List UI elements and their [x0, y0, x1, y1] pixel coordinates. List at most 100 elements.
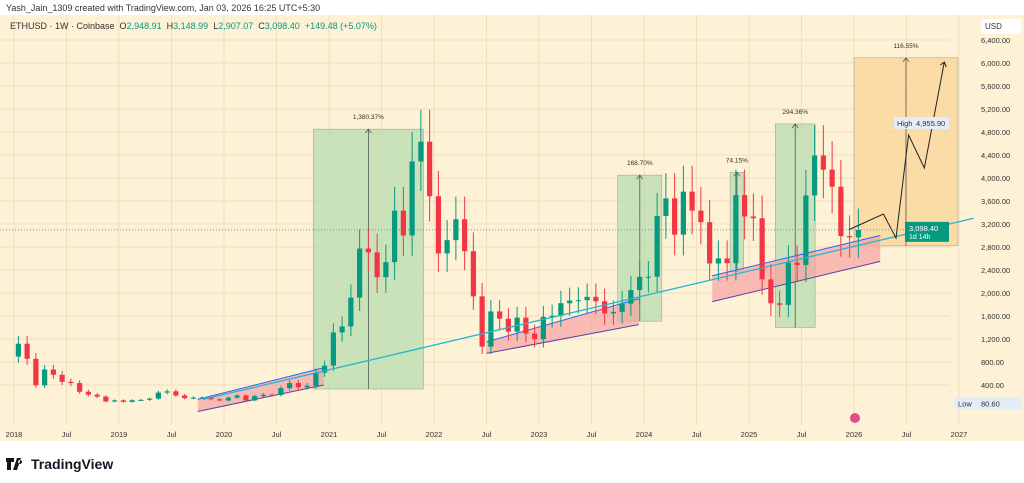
high-label: High [897, 119, 912, 128]
x-tick-label: 2022 [426, 430, 443, 439]
candle-body [164, 391, 170, 393]
x-tick-label: 2027 [951, 430, 968, 439]
candle-body [707, 222, 713, 264]
candle-body [794, 262, 800, 266]
y-tick-label: 2,800.00 [981, 243, 1010, 252]
channel-line-upper [197, 367, 324, 400]
y-tick-label: 4,000.00 [981, 174, 1010, 183]
y-tick-label: 3,200.00 [981, 220, 1010, 229]
candle-body [444, 240, 450, 254]
candle-body [15, 343, 21, 357]
low-value: 80.60 [981, 399, 1000, 408]
candle-body [85, 391, 91, 395]
candle-body [330, 332, 336, 366]
candle-body [313, 372, 319, 386]
y-tick-label: 2,000.00 [981, 289, 1010, 298]
x-tick-label: Jul [62, 430, 72, 439]
candle-body [190, 397, 196, 399]
candle-body [470, 251, 476, 297]
last-price-value: 3,098.40 [909, 224, 938, 233]
candle-body [777, 303, 783, 305]
range-arrowhead [636, 174, 644, 180]
x-tick-label: 2024 [636, 430, 653, 439]
low-value: 2,907.07 [218, 21, 254, 31]
low-marker [954, 397, 1022, 410]
x-tick-label: Jul [167, 430, 177, 439]
candle-body [24, 343, 30, 359]
candle-body [435, 196, 441, 254]
candle-body [610, 311, 616, 314]
x-tick-label: 2023 [531, 430, 548, 439]
candle-body [654, 215, 660, 277]
high-value: 4,955.90 [916, 119, 945, 128]
candle-body [77, 383, 83, 392]
candle-body [645, 276, 651, 278]
currency-button[interactable]: USD [981, 19, 1021, 34]
candle-body [750, 216, 756, 219]
close-label: C [258, 21, 265, 31]
candle-body [497, 311, 503, 319]
range-arrowhead [733, 171, 741, 177]
candle-body [348, 297, 354, 327]
candle-body [94, 394, 100, 397]
candle-body [59, 374, 65, 382]
channel-line-upper [712, 235, 881, 277]
y-tick-label: 4,800.00 [981, 128, 1010, 137]
range-label: 116.55% [893, 43, 918, 50]
candle-body [155, 392, 161, 399]
candle-body [383, 262, 389, 278]
candle-body [112, 400, 118, 402]
candle-body [173, 391, 179, 396]
candle-body [663, 198, 669, 216]
candle-body [287, 383, 293, 389]
x-tick-label: 2021 [321, 430, 338, 439]
high-label: H [166, 21, 174, 31]
channel-line-lower [197, 384, 324, 412]
price-chart[interactable]: 1,380.37% 168.70% 74.15% 294.36% 116.55% 6,40… [0, 0, 1024, 441]
candle-body [304, 385, 310, 388]
candle-body [785, 262, 791, 305]
open-value: 2,948.91 [126, 21, 162, 31]
candle-body [392, 210, 398, 263]
candle-body [733, 195, 739, 264]
range-label: 294.36% [782, 109, 808, 116]
change-value: +149.48 (+5.07%) [304, 21, 377, 31]
candle-body [593, 296, 599, 302]
candle-body [278, 388, 284, 396]
candle-body [68, 381, 74, 384]
candle-body [689, 191, 695, 211]
x-tick-label: Jul [692, 430, 702, 439]
candle-body [365, 248, 371, 253]
y-tick-label: 1,600.00 [981, 312, 1010, 321]
x-tick-label: Jul [377, 430, 387, 439]
y-tick-label: 1,200.00 [981, 335, 1010, 344]
x-tick-label: 2019 [111, 430, 128, 439]
range-arrowhead [902, 57, 910, 63]
x-tick-label: 2020 [216, 430, 233, 439]
countdown-value: 1d 14h [909, 234, 931, 241]
range-label: 74.15% [726, 157, 748, 164]
low-label: Low [958, 399, 972, 408]
candle-body [680, 191, 686, 235]
x-tick-label: Jul [482, 430, 492, 439]
candle-body [628, 290, 634, 304]
candle-body [225, 397, 231, 401]
candle-body [672, 198, 678, 235]
event-icon [850, 413, 860, 423]
y-tick-label: 800.00 [981, 358, 1004, 367]
candle-body [374, 252, 380, 278]
candle-body [759, 218, 765, 280]
x-tick-label: 2025 [741, 430, 758, 439]
candle-body [575, 300, 581, 302]
candle-body [42, 369, 48, 386]
y-tick-label: 5,600.00 [981, 82, 1010, 91]
candle-body [217, 399, 223, 401]
tradingview-logo[interactable]: TradingView [6, 456, 113, 472]
projection-path [848, 61, 945, 240]
channel-fill [712, 235, 881, 302]
candle-body [269, 394, 275, 396]
candle-body [357, 248, 363, 298]
candle-body [427, 141, 433, 197]
candle-body [182, 395, 188, 399]
candle-body [742, 195, 748, 217]
